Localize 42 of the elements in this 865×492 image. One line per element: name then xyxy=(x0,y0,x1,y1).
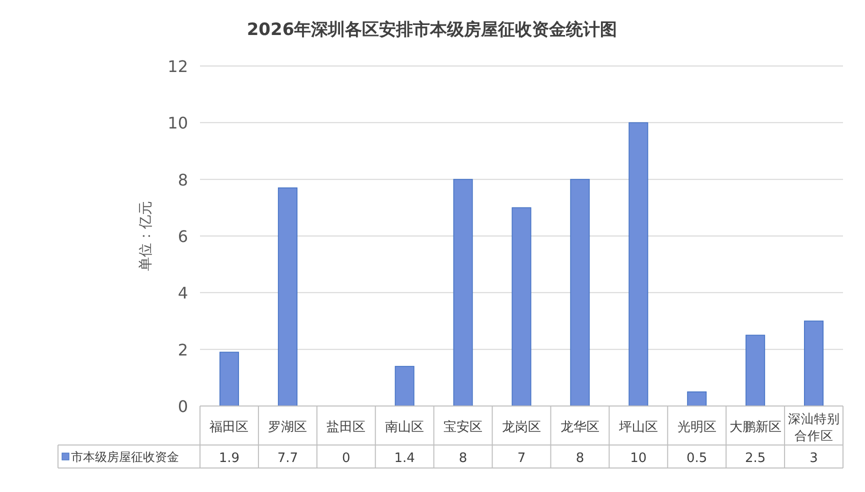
x-tick-label: 龙岗区 xyxy=(502,420,541,435)
data-label: 2.5 xyxy=(744,451,766,466)
bar xyxy=(687,391,707,406)
bar xyxy=(804,320,824,406)
legend-label: 市本级房屋征收资金 xyxy=(71,450,179,464)
y-tick-label: 4 xyxy=(178,284,188,303)
data-label: 7 xyxy=(517,451,526,466)
y-axis-title: 单位：亿元 xyxy=(138,201,154,271)
y-tick-label: 12 xyxy=(168,57,188,76)
data-label: 1.4 xyxy=(394,451,415,466)
data-label: 0 xyxy=(342,451,350,466)
y-tick-label: 8 xyxy=(178,170,188,190)
y-tick-label: 6 xyxy=(178,227,188,246)
bar xyxy=(219,352,239,406)
chart-title: 2026年深圳各区安排市本级房屋征收资金统计图 xyxy=(246,20,618,40)
y-tick-label: 2 xyxy=(178,340,188,360)
data-label: 8 xyxy=(458,451,468,466)
bar xyxy=(453,178,473,406)
x-tick-label: 坪山区 xyxy=(618,420,658,435)
x-tick-label: 宝安区 xyxy=(444,419,483,435)
y-tick-label: 10 xyxy=(168,114,188,133)
x-tick-label: 龙华区 xyxy=(560,420,600,435)
x-tick-label: 大鹏新区 xyxy=(729,420,782,435)
bar xyxy=(394,366,414,406)
x-tick-label: 光明区 xyxy=(677,420,716,435)
x-tick-label: 盐田区 xyxy=(326,420,366,435)
bar xyxy=(570,178,590,406)
data-label: 0.5 xyxy=(686,451,708,466)
data-label: 3 xyxy=(810,451,818,466)
x-tick-label: 南山区 xyxy=(385,420,424,435)
bar xyxy=(278,187,298,406)
y-tick-label: 0 xyxy=(178,397,188,416)
x-tick-label: 深汕特别合作区 xyxy=(788,411,840,443)
data-label: 1.9 xyxy=(218,451,240,466)
data-label: 8 xyxy=(576,451,584,466)
x-tick-label: 福田区 xyxy=(210,420,249,435)
x-tick-label: 罗湖区 xyxy=(268,420,308,435)
data-label: 7.7 xyxy=(277,451,298,466)
data-label: 10 xyxy=(630,451,647,466)
bar xyxy=(512,207,532,406)
bar xyxy=(628,122,648,406)
bar xyxy=(746,334,766,406)
